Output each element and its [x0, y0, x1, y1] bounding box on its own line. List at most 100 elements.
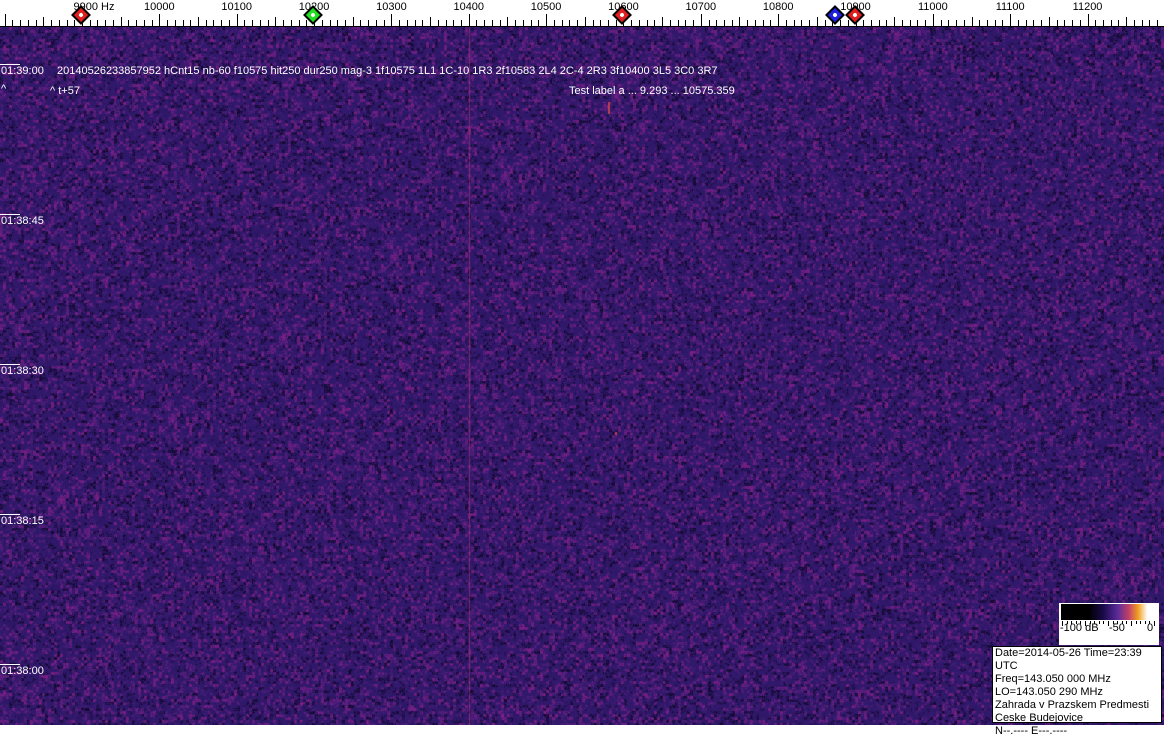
frequency-tick	[1142, 20, 1143, 26]
frequency-tick	[74, 20, 75, 26]
frequency-tick	[801, 20, 802, 26]
frequency-tick	[175, 20, 176, 26]
colorbar-tick	[1121, 621, 1123, 624]
frequency-tick	[979, 20, 980, 26]
frequency-tick	[709, 20, 710, 26]
frequency-scale[interactable]: 9900 Hz100001010010200103001040010500106…	[0, 0, 1164, 27]
time-tick	[0, 214, 20, 215]
frequency-tick	[685, 20, 686, 26]
frequency-tick	[422, 20, 423, 26]
location-line-1: Zahrada v Prazskem Predmesti	[995, 699, 1150, 711]
frequency-tick	[662, 17, 663, 26]
frequency-tick	[43, 17, 44, 26]
frequency-tick	[987, 20, 988, 26]
frequency-tick	[778, 14, 779, 26]
colorbar-tick	[1075, 621, 1077, 624]
frequency-tick	[1026, 20, 1027, 26]
frequency-tick	[476, 20, 477, 26]
frequency-tick	[693, 20, 694, 26]
frequency-label: 11200	[1072, 1, 1103, 13]
frequency-tick	[1126, 17, 1127, 26]
frequency-tick	[206, 20, 207, 26]
time-label: 01:39:00	[1, 65, 44, 77]
frequency-tick	[925, 20, 926, 26]
frequency-tick	[995, 20, 996, 26]
colorbar-tick	[1140, 621, 1142, 624]
frequency-tick	[569, 20, 570, 26]
frequency-tick	[647, 20, 648, 26]
frequency-label: 11000	[917, 1, 948, 13]
time-label: 01:38:45	[1, 215, 44, 227]
frequency-tick	[546, 14, 547, 26]
colorbar-tick	[1089, 621, 1091, 624]
frequency-tick	[507, 17, 508, 26]
frequency-tick	[770, 20, 771, 26]
waterfall-spectrogram[interactable]	[0, 27, 1164, 725]
frequency-tick	[500, 20, 501, 26]
frequency-tick	[384, 20, 385, 26]
frequency-tick	[1010, 14, 1011, 26]
time-tick	[0, 664, 20, 665]
frequency-tick	[933, 14, 934, 26]
frequency-tick	[1080, 20, 1081, 26]
frequency-tick	[538, 20, 539, 26]
colorbar-gradient	[1061, 604, 1155, 620]
frequency-label: 10700	[685, 1, 717, 13]
frequency-tick	[345, 20, 346, 26]
frequency-tick	[879, 20, 880, 26]
colorbar-tick	[1071, 621, 1073, 624]
frequency-tick	[275, 17, 276, 26]
frequency-tick	[283, 20, 284, 26]
colorbar-tick	[1117, 621, 1119, 624]
colorbar-tick	[1135, 621, 1137, 624]
frequency-tick	[886, 20, 887, 26]
frequency-tick	[183, 20, 184, 26]
frequency-tick	[105, 20, 106, 26]
frequency-tick	[1049, 17, 1050, 26]
frequency-tick	[608, 20, 609, 26]
frequency-tick	[755, 20, 756, 26]
frequency-tick	[12, 20, 13, 26]
frequency-label: 10300	[376, 1, 407, 13]
frequency-tick	[763, 20, 764, 26]
frequency-tick	[716, 20, 717, 26]
colorbar-tick	[1126, 621, 1128, 624]
frequency-tick	[306, 20, 307, 26]
frequency-tick	[430, 17, 431, 26]
frequency-tick	[229, 20, 230, 26]
station-info-panel: Date=2014-05-26 Time=23:39 UTC Freq=143.…	[992, 646, 1162, 737]
frequency-tick	[871, 20, 872, 26]
frequency-tick	[1095, 20, 1096, 26]
frequency-tick	[523, 20, 524, 26]
frequency-tick	[360, 20, 361, 26]
frequency-tick	[97, 20, 98, 26]
frequency-label: 10000	[144, 1, 175, 13]
coordinates: N--.---- E---.----	[995, 725, 1068, 737]
frequency-label: 10100	[221, 1, 252, 13]
frequency-tick	[368, 20, 369, 26]
frequency-tick	[237, 14, 238, 26]
frequency-tick	[786, 20, 787, 26]
frequency-tick	[252, 20, 253, 26]
frequency-tick	[593, 20, 594, 26]
frequency-tick	[322, 20, 323, 26]
frequency-tick	[1002, 20, 1003, 26]
frequency-tick	[291, 20, 292, 26]
colorbar-tick	[1098, 621, 1100, 624]
frequency: Freq=143.050 000 MHz	[995, 673, 1111, 685]
frequency-tick	[739, 17, 740, 26]
frequency-tick	[167, 20, 168, 26]
offset-label: ^ t+57	[50, 85, 80, 97]
frequency-tick	[732, 20, 733, 26]
frequency-tick	[1033, 20, 1034, 26]
frequency-tick	[399, 20, 400, 26]
frequency-tick	[244, 20, 245, 26]
frequency-tick	[299, 20, 300, 26]
frequency-tick	[28, 20, 29, 26]
frequency-tick	[446, 20, 447, 26]
frequency-tick	[144, 20, 145, 26]
frequency-tick	[152, 20, 153, 26]
frequency-tick	[515, 20, 516, 26]
time-tick	[0, 364, 20, 365]
colorbar-label-min: -100 dB	[1060, 622, 1099, 634]
